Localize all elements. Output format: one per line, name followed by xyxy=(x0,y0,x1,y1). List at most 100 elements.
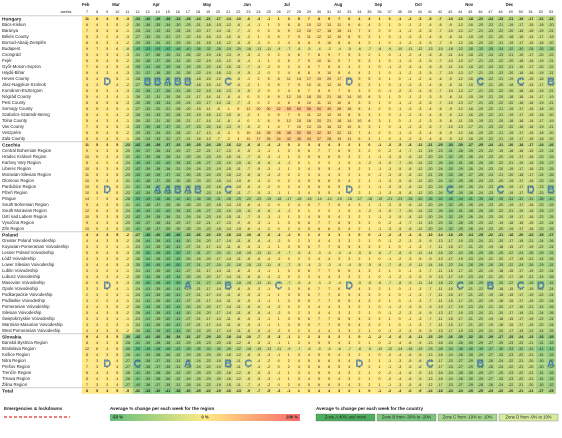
cell xyxy=(535,130,546,136)
cell xyxy=(273,76,284,82)
cell xyxy=(394,34,405,40)
cell-value: -14 xyxy=(427,281,432,285)
cell-value: -1 xyxy=(277,191,280,195)
cell-value: -21 xyxy=(195,287,200,291)
cell-value: -4 xyxy=(428,23,431,27)
cell-value: -2 xyxy=(408,101,411,105)
cell xyxy=(253,184,264,190)
cell-value: 7 xyxy=(328,317,330,321)
cell-value: -38 xyxy=(155,125,160,129)
cell-value: -36 xyxy=(145,101,150,105)
cell xyxy=(525,256,536,262)
cell xyxy=(545,202,556,208)
cell-value: -26 xyxy=(548,275,553,279)
cell-value: -24 xyxy=(437,179,442,183)
cell xyxy=(92,52,102,58)
cell-value: -1 xyxy=(126,293,129,297)
cell-value: -4 xyxy=(338,47,341,51)
cell xyxy=(112,142,123,148)
cell-value: -1 xyxy=(408,245,411,249)
cell-value: 6 xyxy=(308,149,310,153)
cell-value: -17 xyxy=(448,239,453,243)
cell xyxy=(324,88,334,94)
cell xyxy=(445,232,455,238)
cell xyxy=(364,142,375,148)
cell-value: -11 xyxy=(226,317,231,321)
cell-value: 5 xyxy=(86,113,88,117)
cell xyxy=(82,160,92,166)
cell-value: -35 xyxy=(155,23,160,27)
cell-value: -3 xyxy=(257,17,260,21)
cell xyxy=(324,76,334,82)
cell-value: 1 xyxy=(368,311,370,315)
cell xyxy=(142,172,153,178)
cell-value: -26 xyxy=(528,281,533,285)
cell-value: 2 xyxy=(358,257,360,261)
cell-value: 3 xyxy=(86,299,88,303)
cell xyxy=(273,226,284,232)
cell-value: -6 xyxy=(438,77,441,81)
cell-value: -5 xyxy=(247,221,250,225)
cell xyxy=(334,160,345,166)
cell xyxy=(354,22,365,28)
cell-value: -22 xyxy=(185,77,190,81)
cell-value: 5 xyxy=(308,227,310,231)
zone-letter: A xyxy=(154,184,162,196)
cell-value: 5 xyxy=(86,77,88,81)
cell xyxy=(162,154,173,160)
cell xyxy=(434,70,445,76)
cell xyxy=(203,178,213,184)
cell-value: 1 xyxy=(288,155,290,159)
cell-value: -27 xyxy=(548,233,553,237)
cell xyxy=(162,256,173,262)
cell-value: -24 xyxy=(478,239,483,243)
cell-value: -11 xyxy=(206,107,211,111)
cell xyxy=(535,118,546,124)
cell-value: 4 xyxy=(328,143,330,147)
cell-value: -22 xyxy=(125,167,130,171)
cell xyxy=(424,202,435,208)
cell xyxy=(283,232,294,238)
cell-value: -5 xyxy=(428,41,431,45)
cell xyxy=(203,226,213,232)
cell-value: -17 xyxy=(508,239,513,243)
cell xyxy=(475,82,486,88)
cell xyxy=(233,16,244,22)
cell xyxy=(142,28,153,34)
cell-value: -16 xyxy=(205,113,210,117)
cell-value: -17 xyxy=(448,311,453,315)
cell-value: -8 xyxy=(438,53,441,57)
cell-value: 0 xyxy=(389,131,391,135)
cell-value: 5 xyxy=(116,125,118,129)
cell-value: -31 xyxy=(155,95,160,99)
cell-value: -21 xyxy=(478,59,483,63)
cell xyxy=(213,250,223,256)
cell xyxy=(223,124,234,130)
cell-value: -2 xyxy=(227,137,230,141)
cell-value: -24 xyxy=(195,305,200,309)
cell-value: -4 xyxy=(348,251,351,255)
cell-value: -18 xyxy=(468,65,473,69)
cell xyxy=(102,148,113,154)
cell xyxy=(414,94,425,100)
cell xyxy=(273,16,284,22)
cell xyxy=(303,238,314,244)
cell-value: -3 xyxy=(257,299,260,303)
cell-value: 3 xyxy=(298,155,300,159)
cell xyxy=(203,118,213,124)
cell xyxy=(283,166,294,172)
cell xyxy=(485,82,496,88)
cell xyxy=(152,88,163,94)
cell xyxy=(283,106,294,112)
cell-value: -18 xyxy=(216,203,221,207)
cell-value: 9 xyxy=(358,77,360,81)
cell xyxy=(92,262,102,268)
cell xyxy=(545,250,556,256)
cell-value: -17 xyxy=(448,257,453,261)
cell-value: 6 xyxy=(358,137,360,141)
cell-value: 3 xyxy=(348,191,350,195)
zone-letter: A xyxy=(184,184,192,196)
cell xyxy=(303,178,314,184)
cell-value: 0 xyxy=(379,305,381,309)
cell-value: -23 xyxy=(185,113,190,117)
